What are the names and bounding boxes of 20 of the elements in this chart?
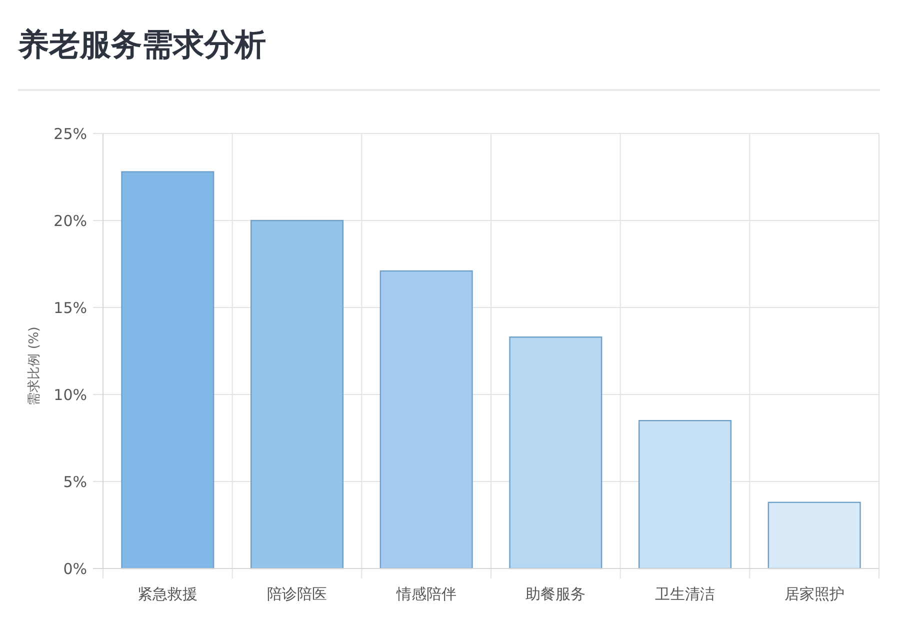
y-axis-title: 需求比例 (%): [27, 326, 42, 406]
bar: [121, 171, 214, 570]
x-tick-label: 居家照护: [784, 585, 844, 603]
y-tick-label: 20%: [54, 212, 87, 230]
x-tick-label: 陪诊陪医: [267, 585, 327, 603]
y-tick-label: 25%: [54, 124, 87, 143]
chart-title: 养老服务需求分析: [17, 27, 266, 63]
bar: [380, 270, 473, 570]
x-tick-label: 情感陪伴: [395, 585, 456, 603]
y-tick-label: 15%: [54, 298, 87, 317]
bar: [638, 420, 732, 570]
x-tick-label: 紧急救援: [138, 585, 198, 603]
x-tick-label: 卫生清洁: [655, 585, 715, 603]
bar: [250, 220, 344, 570]
y-tick-label: 0%: [63, 560, 87, 578]
bar: [768, 502, 861, 570]
x-tick-label: 助餐服务: [526, 585, 586, 603]
y-tick-label: 10%: [54, 386, 87, 404]
y-tick-label: 5%: [63, 472, 87, 491]
bar: [509, 336, 602, 570]
